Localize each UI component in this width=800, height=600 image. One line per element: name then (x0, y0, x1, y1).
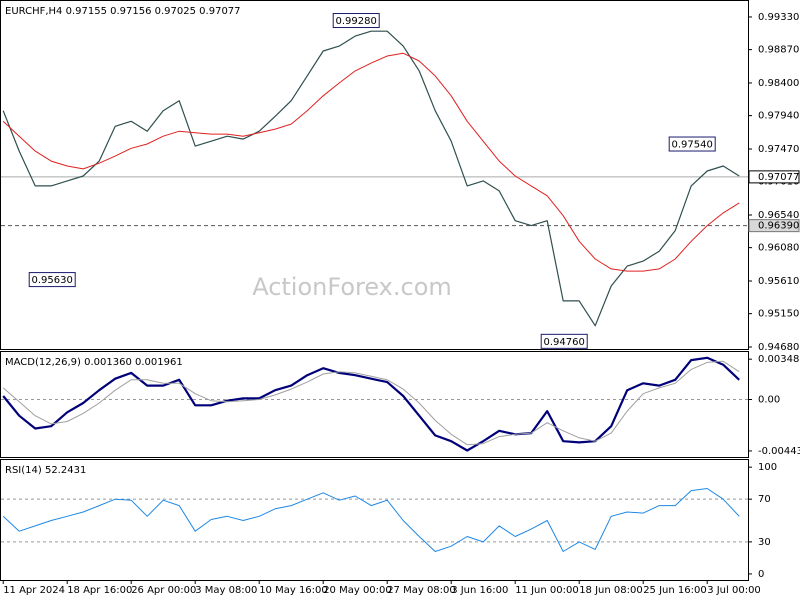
x-tick-label: 26 Apr 00:00 (131, 585, 196, 596)
x-tick-label: 3 May 08:00 (195, 585, 257, 596)
x-tick-label: 18 Apr 16:00 (67, 585, 132, 596)
panel-title: MACD(12,26,9) 0.001360 0.001961 (5, 357, 183, 368)
y-tick-label: 0.98400 (758, 78, 799, 89)
panel-frame (0, 0, 749, 350)
y-tick-label: -0.004436 (758, 446, 800, 457)
series-line (2, 52, 740, 272)
annotation-box (668, 136, 716, 152)
annotation-box (332, 13, 380, 29)
y-tick-label: 0.95150 (758, 309, 799, 320)
y-tick-label: 0.94680 (758, 342, 799, 353)
x-tick-label: 11 Apr 2024 (3, 585, 65, 596)
panel-title: EURCHF,H4 0.97155 0.97156 0.97025 0.9707… (5, 6, 241, 17)
panel-frame (0, 459, 749, 581)
y-tick-label: 0.95610 (758, 276, 799, 287)
y-tick-label: 0.99330 (758, 12, 799, 23)
series-line (2, 30, 740, 327)
last-price-label: 0.97077 (758, 172, 799, 183)
annotation-label: 0.97540 (672, 140, 713, 151)
x-tick-label: 11 Jun 00:00 (515, 585, 579, 596)
series-line (2, 356, 740, 452)
series-line (2, 360, 740, 446)
y-tick-label: 0.97940 (758, 111, 799, 122)
x-tick-label: 20 May 00:00 (323, 585, 392, 596)
panel-frame (0, 351, 749, 458)
y-tick-label: 0.00 (758, 395, 780, 406)
last-price-box (748, 170, 800, 184)
x-tick-label: 27 May 08:00 (387, 585, 456, 596)
level-box (748, 219, 800, 233)
annotation-box (28, 272, 76, 288)
x-tick-label: 25 Jun 16:00 (643, 585, 707, 596)
y-tick-label: 0.98870 (758, 45, 799, 56)
x-tick-label: 18 Jun 08:00 (579, 585, 643, 596)
y-tick-label: 30 (758, 537, 771, 548)
level-label: 0.96390 (758, 221, 799, 232)
x-tick-label: 3 Jun 16:00 (451, 585, 508, 596)
y-tick-label: 70 (758, 494, 771, 505)
annotation-label: 0.95630 (32, 275, 73, 286)
y-tick-label: 0.97470 (758, 144, 799, 155)
x-tick-label: 10 May 16:00 (259, 585, 328, 596)
series-line (2, 488, 740, 552)
y-tick-label: 100 (758, 462, 777, 473)
annotation: 0.95630 (28, 272, 76, 288)
panel-title: RSI(14) 52.2431 (5, 465, 86, 476)
y-tick-label: 0.96080 (758, 243, 799, 254)
annotation-label: 0.94760 (544, 337, 585, 348)
annotation: 0.99280 (332, 13, 380, 29)
y-tick-label: 0 (758, 569, 764, 580)
y-tick-label: 0.003481 (758, 354, 800, 365)
y-tick-label: 0.96540 (758, 210, 799, 221)
annotation: 0.97540 (668, 136, 716, 152)
x-tick-label: 3 Jul 00:00 (707, 585, 761, 596)
annotation-box (540, 333, 588, 349)
annotation-label: 0.99280 (336, 16, 377, 27)
watermark: ActionForex.com (252, 273, 452, 301)
annotation: 0.94760 (540, 333, 588, 349)
